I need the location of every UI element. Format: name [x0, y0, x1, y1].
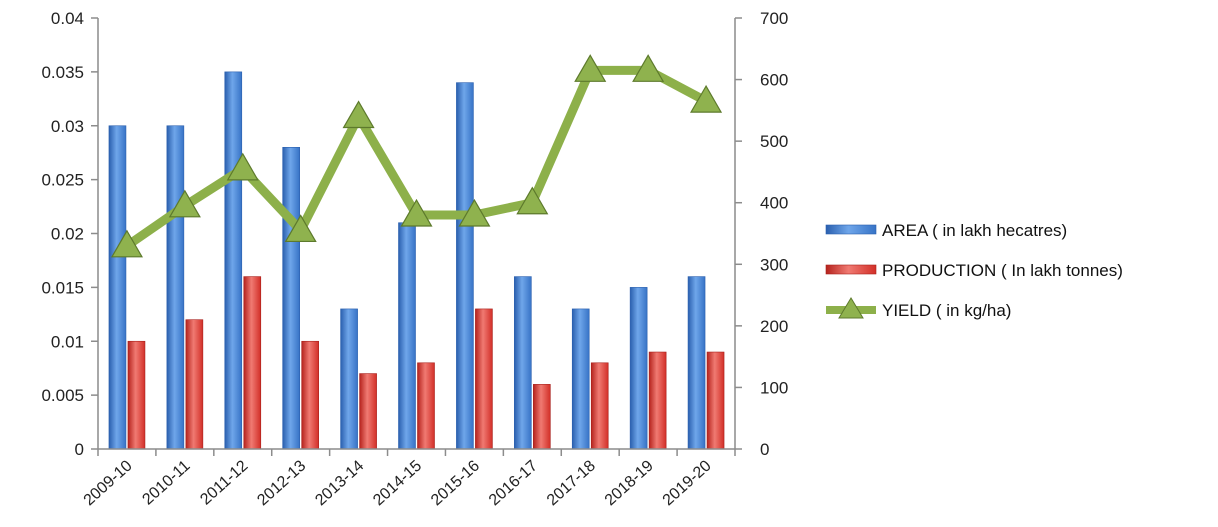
left-tick-label: 0: [75, 440, 84, 459]
yield-marker: [226, 152, 259, 181]
yield-marker: [516, 186, 549, 215]
production-bar: [185, 319, 204, 450]
right-tick-label: 100: [760, 378, 788, 397]
yield-marker: [284, 214, 317, 243]
left-tick-label: 0.03: [51, 117, 84, 136]
yield-marker: [632, 54, 665, 82]
legend-label-production: PRODUCTION ( In lakh tonnes): [882, 261, 1123, 280]
production-bar: [301, 340, 319, 450]
right-tick-label: 600: [760, 71, 788, 90]
production-bar: [127, 340, 146, 450]
left-tick-label: 0.04: [51, 9, 84, 28]
area-bar: [340, 308, 358, 450]
production-bar: [533, 384, 551, 450]
x-tick-label: 2013-14: [312, 457, 367, 509]
x-tick-label: 2012-13: [254, 457, 309, 509]
production-bar: [243, 276, 262, 450]
yield-marker: [168, 189, 201, 218]
production-bar: [475, 308, 493, 450]
yield-marker: [690, 84, 723, 113]
legend-label-yield: YIELD ( in kg/ha): [882, 301, 1011, 320]
x-tick-label: 2018-19: [602, 457, 657, 509]
x-tick-label: 2016-17: [486, 457, 541, 509]
left-tick-label: 0.015: [41, 278, 84, 297]
production-bar: [590, 362, 609, 450]
legend: AREA ( in lakh hecatres) PRODUCTION ( In …: [825, 221, 1123, 320]
x-tick-label: 2014-15: [370, 457, 425, 509]
legend-label-area: AREA ( in lakh hecatres): [882, 221, 1067, 240]
legend-swatch-yield-marker: [838, 297, 864, 319]
area-bar: [398, 222, 416, 450]
right-tick-label: 400: [760, 194, 788, 213]
area-bar: [108, 125, 127, 450]
x-tick-label: 2015-16: [428, 457, 483, 509]
area-bar: [571, 308, 590, 450]
right-tick-label: 200: [760, 317, 788, 336]
x-axis: 2009-10 2010-11 2011-12 2012-13 2013-14 2014-…: [81, 448, 736, 509]
left-y-axis: 0 0.005 0.01 0.015 0.02 0.025 0.03 0.035 0.04: [41, 9, 99, 459]
left-tick-label: 0.02: [51, 225, 84, 244]
left-tick-label: 0.035: [41, 63, 84, 82]
yield-marker: [110, 229, 143, 258]
area-bar: [282, 147, 300, 450]
plot-area: [108, 54, 725, 450]
left-tick-label: 0.005: [41, 386, 84, 405]
production-bar: [648, 351, 667, 450]
x-tick-label: 2011-12: [197, 457, 251, 508]
production-bar: [359, 373, 377, 450]
right-tick-label: 300: [760, 255, 788, 274]
yield-marker: [574, 54, 607, 82]
right-tick-label: 700: [760, 9, 788, 28]
x-tick-label: 2019-20: [660, 457, 715, 509]
yield-marker: [400, 198, 433, 227]
yield-marker: [458, 198, 491, 227]
left-tick-label: 0.025: [41, 171, 84, 190]
area-bar: [629, 287, 648, 450]
legend-swatch-production: [825, 264, 877, 275]
x-tick-label: 2009-10: [81, 457, 136, 509]
area-bar: [687, 276, 706, 450]
x-tick-label: 2017-18: [544, 457, 599, 509]
yield-marker: [342, 100, 375, 129]
left-tick-label: 0.01: [51, 332, 84, 351]
production-bar: [417, 362, 435, 450]
right-tick-label: 0: [760, 440, 769, 459]
area-bar: [456, 82, 474, 450]
right-y-axis: 0 100 200 300 400 500 600 700: [734, 9, 788, 459]
production-bar: [706, 351, 725, 450]
area-bar: [514, 276, 532, 450]
legend-swatch-area: [825, 224, 877, 235]
x-tick-label: 2010-11: [139, 457, 193, 508]
area-bar: [166, 125, 185, 450]
area-bar: [224, 71, 243, 450]
right-tick-label: 500: [760, 132, 788, 151]
